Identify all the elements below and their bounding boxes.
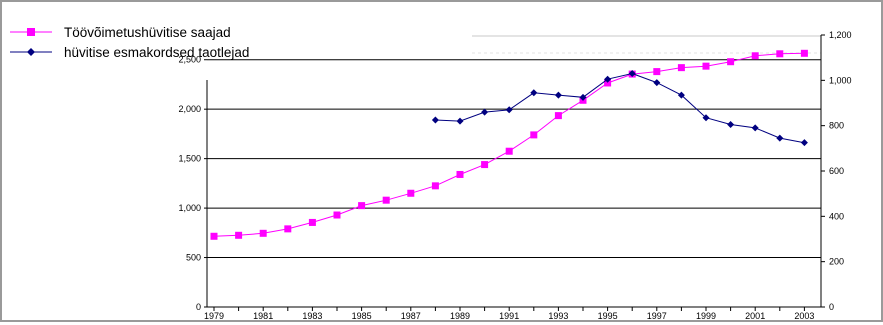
- data-point-square: [702, 62, 710, 70]
- data-point-diamond: [727, 121, 735, 129]
- data-point-diamond: [800, 139, 808, 147]
- x-tick-label: 1989: [450, 311, 470, 320]
- data-point-square: [358, 202, 366, 210]
- x-tick-label: 1981: [253, 311, 273, 320]
- y-right-tick-label: 600: [829, 166, 844, 176]
- legend-label-1: Töövõimetushüvitise saajad: [64, 25, 231, 40]
- data-point-square: [776, 50, 784, 58]
- y-left-tick-label: 2,500: [178, 55, 201, 65]
- data-point-diamond: [456, 117, 464, 125]
- right-axis-ticks: 0 200 400 600 800 1,000 1,200: [821, 30, 852, 312]
- data-point-diamond: [702, 114, 710, 122]
- data-point-diamond: [776, 134, 784, 142]
- data-point-square: [727, 58, 735, 66]
- series-line-1: [213, 52, 805, 237]
- data-point-square: [284, 225, 292, 233]
- x-tick-label: 1983: [302, 311, 322, 320]
- y-left-tick-label: 1,000: [178, 203, 201, 213]
- gridlines: [207, 35, 821, 259]
- data-point-square: [382, 196, 390, 204]
- x-axis-ticks: 1979 1981 1983 1985 1987 1989 1991 1993 1995 1997…: [204, 307, 814, 321]
- data-point-diamond: [604, 75, 612, 83]
- x-tick-label: 1997: [647, 311, 667, 320]
- data-point-square: [481, 161, 489, 169]
- y-right-tick-label: 400: [829, 211, 844, 221]
- y-right-tick-label: 200: [829, 257, 844, 267]
- data-point-square: [653, 68, 661, 76]
- data-point-square: [333, 211, 341, 219]
- y-right-tick-label: 0: [829, 302, 834, 312]
- x-tick-label: 2001: [745, 311, 765, 320]
- y-right-tick-label: 800: [829, 121, 844, 131]
- legend-marker-2: [27, 48, 35, 56]
- legend-marker-1: [27, 28, 35, 36]
- data-point-diamond: [530, 89, 538, 97]
- data-point-square: [210, 232, 218, 240]
- y-left-tick-label: 2,000: [178, 104, 201, 114]
- axes: [206, 35, 822, 308]
- x-tick-label: 1993: [548, 311, 568, 320]
- x-tick-label: 2003: [794, 311, 814, 320]
- data-point-square: [604, 79, 612, 87]
- legend: Töövõimetushüvitise saajad hüvitise esma…: [10, 25, 249, 60]
- data-point-diamond: [628, 70, 636, 78]
- data-point-diamond: [751, 124, 759, 132]
- data-point-diamond: [554, 91, 562, 99]
- data-point-square: [677, 64, 685, 72]
- data-point-square: [407, 189, 415, 197]
- data-point-diamond: [431, 116, 439, 124]
- data-point-square: [530, 131, 538, 139]
- data-point-diamond: [481, 108, 489, 116]
- data-point-square: [554, 112, 562, 120]
- data-point-square: [800, 49, 808, 57]
- x-tick-label: 1999: [696, 311, 716, 320]
- y-left-tick-label: 0: [196, 302, 201, 312]
- series-layer: [210, 49, 808, 240]
- x-tick-label: 1995: [598, 311, 618, 320]
- data-point-square: [505, 147, 513, 155]
- data-point-square: [456, 170, 464, 178]
- x-tick-label: 1979: [204, 311, 224, 320]
- data-point-diamond: [677, 91, 685, 99]
- legend-label-2: hüvitise esmakordsed taotlejad: [64, 45, 249, 60]
- y-right-tick-label: 1,200: [829, 30, 852, 40]
- y-right-tick-label: 1,000: [829, 75, 852, 85]
- left-axis-ticks: 0 500 1,000 1,500 2,000 2,500: [178, 55, 207, 312]
- data-point-square: [308, 218, 316, 226]
- data-point-diamond: [505, 106, 513, 114]
- series-line-2: [435, 72, 805, 144]
- line-chart: 0 500 1,000 1,500 2,000 2,500 0 200 400 600 800 1,…: [10, 25, 852, 321]
- x-tick-label: 1987: [401, 311, 421, 320]
- data-point-square: [431, 182, 439, 190]
- x-tick-label: 1991: [499, 311, 519, 320]
- y-left-tick-label: 1,500: [178, 154, 201, 164]
- data-point-diamond: [653, 79, 661, 87]
- data-point-diamond: [579, 93, 587, 101]
- data-point-square: [751, 52, 759, 60]
- data-point-square: [259, 229, 267, 237]
- x-tick-label: 1985: [352, 311, 372, 320]
- y-left-tick-label: 500: [186, 253, 201, 263]
- data-point-square: [235, 231, 243, 239]
